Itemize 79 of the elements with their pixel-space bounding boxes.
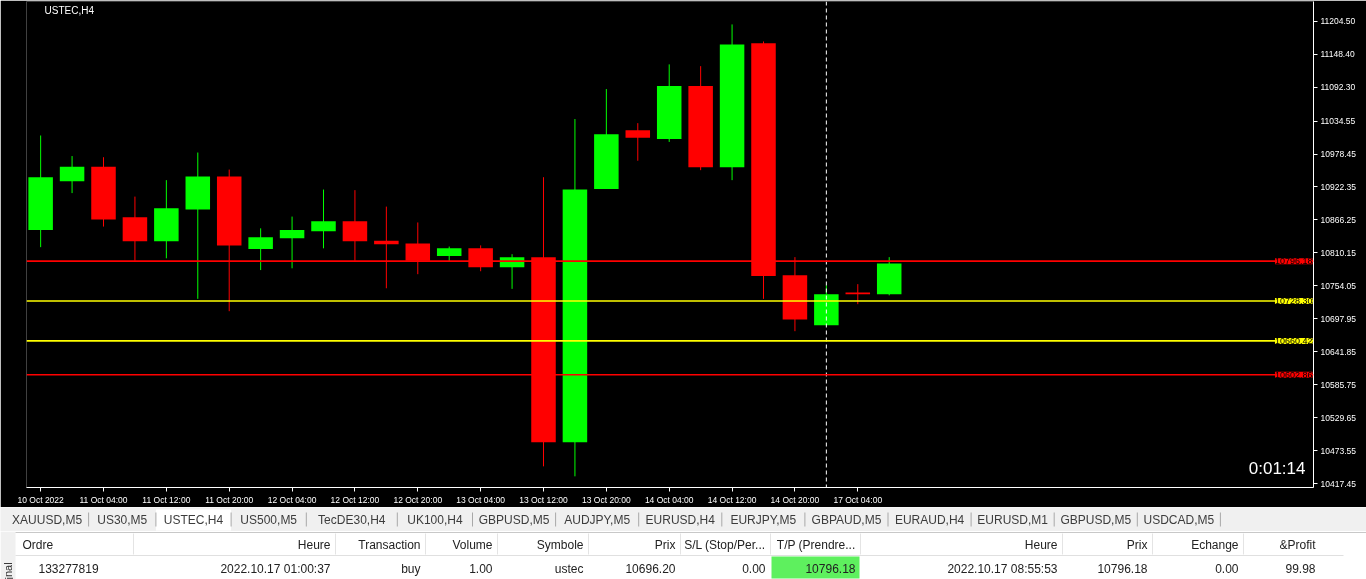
ref-line-label: 10796.18	[1274, 256, 1313, 267]
ref-line-label: 10728.30	[1274, 296, 1313, 307]
category-label: AUDJPY,M5	[564, 513, 631, 527]
category-label: Prix	[654, 537, 676, 552]
text: 10696.20	[625, 562, 676, 576]
category-label: TecDE30,H4	[318, 513, 386, 527]
candlestick	[625, 122, 651, 162]
text: 1.00	[469, 562, 493, 576]
category-label: US500,M5	[240, 513, 298, 527]
category-label: GBPUSD,M5	[1060, 513, 1132, 527]
candlestick	[279, 216, 305, 269]
category-label: Echange	[1191, 537, 1239, 552]
category-label: USDCAD,M5	[1143, 513, 1215, 527]
category-label: EURUSD,H4	[645, 513, 716, 527]
text: buy	[401, 561, 421, 576]
y-tick-label: 11092.30	[1320, 82, 1356, 93]
category-label: T/P (Prendre...	[776, 537, 856, 552]
annotation: 0:01:14	[1248, 458, 1306, 478]
text: 99.98	[1285, 562, 1316, 576]
category-label: Volume	[452, 537, 493, 552]
category-label: USTEC,H4	[163, 513, 224, 527]
ref-line-label: 10660.42	[1274, 335, 1313, 346]
text: 0.00	[1215, 562, 1239, 576]
x-tick-label: 14 Oct 12:00	[707, 494, 757, 505]
y-tick-label: 11204.50	[1320, 16, 1356, 27]
x-tick-label: 13 Oct 12:00	[519, 494, 569, 505]
category-label: S/L (Stop/Per...	[684, 537, 766, 552]
y-tick-label: 10641.85	[1320, 346, 1357, 357]
category-label: Heure	[297, 537, 331, 552]
x-tick-label: 13 Oct 04:00	[456, 494, 506, 505]
text: 0.00	[742, 562, 766, 576]
category-label: Prix	[1126, 537, 1148, 552]
category-label: EURUSD,M1	[977, 513, 1049, 527]
chart-title: USTEC,H4	[44, 4, 95, 16]
category-label: GBPAUD,M5	[811, 513, 882, 527]
candlestick	[311, 189, 336, 249]
x-tick-label: 11 Oct 20:00	[205, 494, 254, 505]
y-tick-label: 10697.95	[1320, 313, 1357, 324]
y-tick-label: 10585.75	[1320, 379, 1357, 390]
x-tick-label: 12 Oct 04:00	[267, 494, 317, 505]
category-label: US30,M5	[97, 513, 148, 527]
x-tick-label: 11 Oct 12:00	[142, 494, 191, 505]
y-tick-label: 10754.05	[1320, 280, 1357, 291]
category-label: UK100,H4	[407, 513, 463, 527]
category-label: Heure	[1024, 537, 1058, 552]
text: ustec	[554, 561, 584, 576]
text: 133277819	[38, 562, 99, 576]
category-label: Symbole	[536, 537, 584, 552]
x-tick-label: 14 Oct 20:00	[770, 494, 820, 505]
candlestick	[845, 283, 871, 305]
text: 10796.18	[1097, 562, 1148, 576]
x-tick-label: 13 Oct 20:00	[582, 494, 631, 505]
category-label: Transaction	[358, 537, 421, 552]
x-tick-label: 14 Oct 04:00	[644, 494, 694, 505]
text: 10796.18	[805, 562, 856, 576]
category-label: GBPUSD,M5	[478, 513, 550, 527]
y-tick-label: 10978.45	[1320, 149, 1357, 160]
x-tick-label: 10 Oct 2022	[17, 494, 65, 505]
category-label: EURJPY,M5	[730, 513, 797, 527]
x-tick-label: 12 Oct 20:00	[393, 494, 443, 505]
category-label: &Profit	[1279, 537, 1317, 552]
text: inal	[2, 562, 15, 579]
category-label: XAUUSD,M5	[12, 513, 83, 527]
x-tick-label: 17 Oct 04:00	[833, 494, 883, 505]
y-tick-label: 10473.55	[1320, 445, 1357, 456]
category-label: Ordre	[22, 537, 54, 552]
y-tick-label: 10922.35	[1320, 182, 1357, 192]
x-tick-label: 11 Oct 04:00	[79, 494, 128, 505]
ref-line-label: 10602.86	[1274, 369, 1313, 380]
y-tick-label: 11034.55	[1320, 116, 1356, 127]
text: 2022.10.17 01:00:37	[220, 561, 331, 576]
x-tick-label: 12 Oct 12:00	[330, 494, 380, 505]
text: 2022.10.17 08:55:53	[947, 561, 1058, 576]
y-tick-label: 10417.45	[1320, 478, 1357, 489]
y-tick-label: 11148.40	[1320, 49, 1355, 60]
y-tick-label: 10810.15	[1320, 247, 1357, 258]
category-label: EURAUD,H4	[894, 513, 965, 527]
y-tick-label: 10529.65	[1320, 412, 1357, 423]
y-tick-label: 10866.25	[1320, 214, 1357, 225]
